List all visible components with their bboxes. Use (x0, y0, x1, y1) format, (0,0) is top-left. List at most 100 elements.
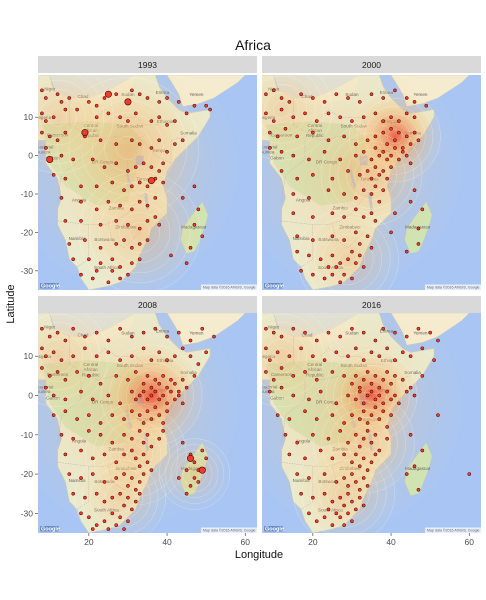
density-contour-3-5-2 (164, 444, 225, 504)
y-tick-label-0--30: -30 (21, 266, 34, 276)
data-point-0-117 (192, 184, 197, 189)
data-point-3-146 (322, 515, 327, 520)
data-point-1-77 (365, 169, 370, 173)
data-point-1-72 (295, 176, 300, 181)
data-point-3-53 (385, 370, 389, 374)
data-point-2-49 (153, 377, 158, 382)
data-point-3-159 (420, 448, 425, 453)
data-point-1-78 (369, 176, 374, 181)
data-point-0-98 (98, 261, 103, 265)
data-point-3-23 (322, 358, 327, 362)
data-point-2-78 (176, 393, 181, 398)
data-point-0-112 (192, 222, 197, 227)
google-logo-2: Google (41, 526, 60, 532)
data-point-0-19 (51, 115, 56, 120)
data-point-2-103 (137, 429, 142, 433)
data-point-0-106 (118, 276, 122, 281)
data-point-2-20 (59, 358, 64, 362)
data-point-0-94 (137, 242, 142, 246)
data-point-1-43 (385, 142, 389, 146)
data-point-2-44 (126, 377, 130, 382)
density-hotspot-3-2 (156, 435, 233, 513)
data-point-1-25 (361, 115, 366, 120)
data-point-0-52 (114, 161, 119, 166)
data-point-3-158 (412, 464, 417, 469)
data-point-1-3 (287, 100, 292, 104)
data-point-2-32 (180, 346, 185, 351)
data-point-1-88 (354, 196, 358, 200)
points-layer-2 (40, 326, 216, 531)
data-point-2-79 (180, 401, 185, 406)
density-contour-2-2-1 (330, 242, 366, 277)
y-tick-label-2--10: -10 (21, 430, 34, 440)
data-point-2-100 (110, 440, 115, 445)
data-point-3-21 (299, 346, 303, 351)
data-point-2-105 (145, 432, 150, 437)
map-credit-bg-0 (201, 284, 257, 290)
data-point-2-140 (130, 507, 134, 512)
data-point-2-152 (106, 527, 111, 531)
data-point-3-11 (381, 326, 386, 331)
data-point-2-27 (141, 346, 146, 351)
data-point-2-81 (63, 409, 68, 414)
data-point-0-25 (126, 119, 130, 123)
data-point-3-17 (264, 346, 268, 351)
data-point-1-40 (365, 138, 370, 143)
data-point-1-23 (338, 115, 343, 120)
data-point-1-123 (330, 272, 335, 277)
data-point-2-36 (40, 366, 44, 370)
data-point-2-124 (102, 480, 107, 484)
x-tick-label-3-60: 60 (465, 537, 475, 547)
data-point-3-50 (373, 374, 378, 378)
data-point-2-33 (188, 354, 193, 359)
data-point-2-37 (47, 374, 52, 378)
data-point-3-56 (400, 377, 405, 382)
data-point-1-53 (279, 149, 284, 154)
density-layer-2 (38, 313, 242, 533)
data-point-0-65 (130, 184, 134, 189)
data-point-2-83 (86, 413, 91, 417)
data-point-0-103 (79, 272, 83, 277)
data-point-2-139 (126, 495, 130, 500)
data-point-1-99 (361, 215, 366, 219)
data-point-3-92 (377, 417, 382, 421)
data-point-2-82 (75, 417, 79, 421)
data-point-3-71 (373, 397, 378, 402)
data-point-0-105 (106, 280, 111, 285)
data-point-2-5 (83, 334, 87, 339)
data-point-2-116 (133, 456, 138, 461)
x-tick-label-2-40: 40 (162, 537, 172, 547)
data-point-0-51 (102, 165, 107, 169)
density-hotspot-2-2 (70, 448, 170, 533)
data-point-0-11 (145, 96, 150, 100)
density-contour-3-5-3 (262, 313, 324, 399)
data-point-3-135 (322, 491, 327, 496)
data-point-2-108 (161, 429, 165, 433)
data-point-0-101 (130, 261, 134, 265)
data-point-2-109 (63, 452, 68, 457)
data-point-0-31 (184, 111, 189, 116)
data-point-3-107 (373, 432, 378, 437)
data-point-0-95 (145, 238, 150, 242)
map-credit-bg-3 (425, 527, 481, 533)
data-point-3-111 (303, 456, 307, 461)
data-point-0-32 (204, 103, 209, 108)
data-point-2-47 (145, 374, 150, 378)
density-contour-3-6-2 (158, 438, 231, 510)
density-contour-3-2-3 (264, 339, 299, 374)
data-point-0-10 (137, 92, 142, 97)
data-point-1-85 (307, 196, 311, 200)
panel-strip-2 (38, 296, 257, 313)
data-point-0-2 (55, 92, 60, 97)
data-point-2-35 (204, 350, 209, 355)
data-point-3-136 (330, 499, 335, 504)
data-point-2-165 (176, 476, 181, 480)
data-point-1-65 (389, 153, 393, 158)
data-point-3-125 (334, 480, 339, 484)
data-point-0-22 (94, 115, 99, 120)
data-point-0-29 (165, 123, 169, 127)
data-point-2-9 (130, 334, 134, 339)
data-point-0-53 (126, 169, 130, 173)
density-layer-0 (38, 75, 242, 290)
data-point-0-3 (59, 100, 64, 104)
